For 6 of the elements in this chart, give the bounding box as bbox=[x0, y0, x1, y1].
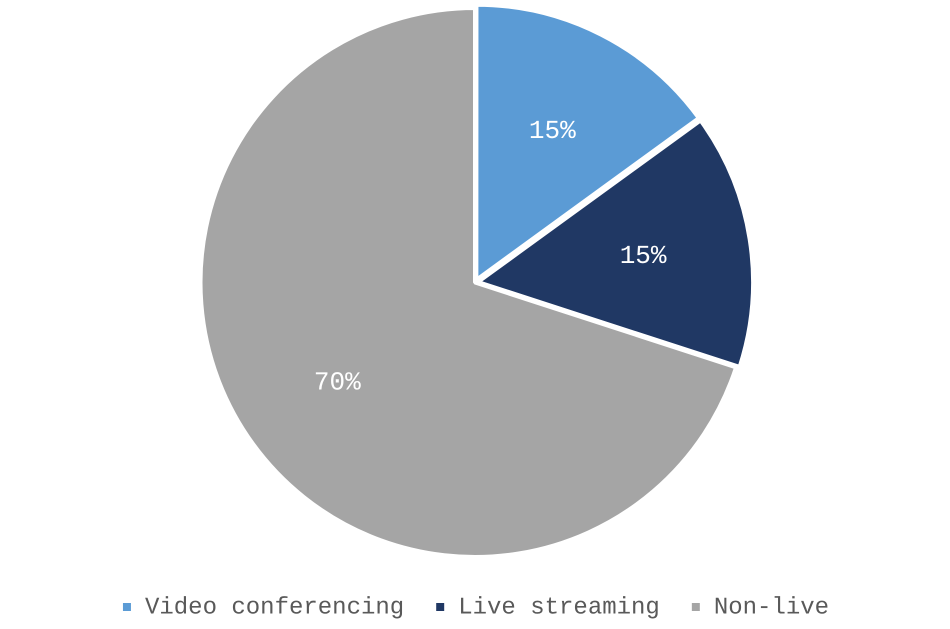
legend-label: Non-live bbox=[714, 594, 830, 622]
data-label: 70% bbox=[314, 367, 362, 398]
legend-label: Live streaming bbox=[458, 594, 660, 622]
legend-label: Video conferencing bbox=[144, 594, 404, 622]
data-label: 15% bbox=[620, 240, 667, 271]
data-label: 15% bbox=[528, 116, 576, 146]
